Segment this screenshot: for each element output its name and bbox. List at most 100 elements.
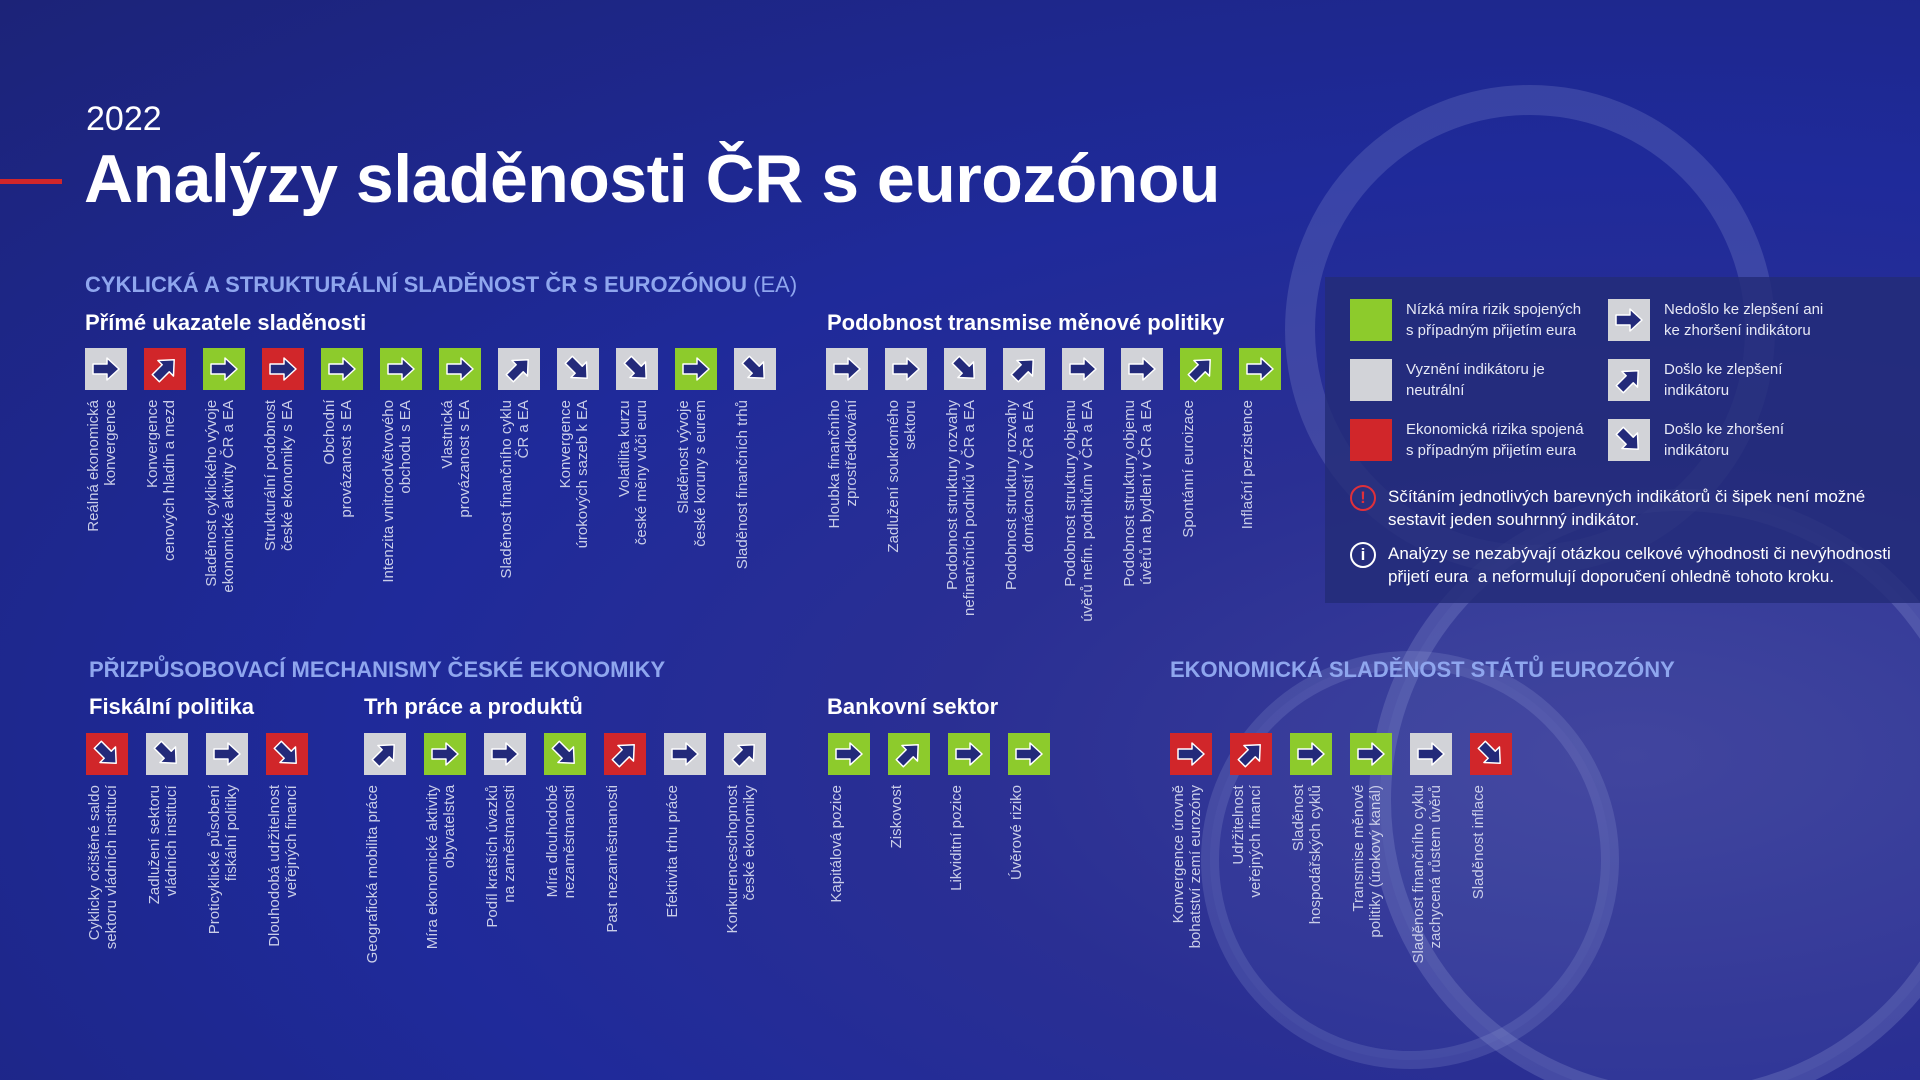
arrow-right-icon bbox=[892, 357, 920, 381]
arrow-right-icon bbox=[446, 357, 474, 381]
indicator-label: Proticyklické působení fiskální politiky bbox=[206, 785, 240, 935]
indicator-label: Ziskovost bbox=[888, 785, 905, 849]
indicator-item: Konvergence úrokových sazeb k EA bbox=[557, 348, 616, 588]
legend-gray: Vyznění indikátoru je neutrální bbox=[1350, 359, 1596, 401]
indicator-label: Sladěnost hospodářských cyklů bbox=[1290, 785, 1324, 925]
indicator-label: Podobnost struktury objemu úvěrů na bydl… bbox=[1121, 400, 1155, 587]
arrow-right-icon bbox=[387, 357, 415, 381]
arrow-right-icon bbox=[269, 357, 297, 381]
arrow-up-right-icon bbox=[505, 359, 529, 383]
group-title-bank: Bankovní sektor bbox=[827, 694, 999, 719]
legend-panel: Nízká míra rizik spojených s případným p… bbox=[1325, 277, 1920, 603]
section-heading-cyclical-text: CYKLICKÁ A STRUKTURÁLNÍ SLADĚNOST ČR S E… bbox=[85, 272, 748, 297]
legend-note-warning-text: Sčítáním jednotlivých barevných indikáto… bbox=[1388, 487, 1866, 529]
arrow-right-icon bbox=[1128, 357, 1156, 381]
indicator-gray-box bbox=[364, 733, 406, 775]
indicator-group-fiskal: Cyklicky očištěné saldo sektoru vládních… bbox=[86, 733, 326, 973]
indicator-label: Míra ekonomické aktivity obyvatelstva bbox=[424, 785, 458, 950]
indicator-item: Kapitálová pozice bbox=[828, 733, 888, 973]
indicator-green-box bbox=[1180, 348, 1222, 390]
indicator-gray-box bbox=[944, 348, 986, 390]
arrow-up-right-icon bbox=[1187, 359, 1211, 383]
indicator-group-transmise: Hloubka finančního zprostředkování Zadluž… bbox=[826, 348, 1298, 622]
arrow-down-right-icon bbox=[1477, 740, 1501, 764]
arrow-down-right-icon-glyph bbox=[1615, 426, 1639, 450]
indicator-item: Zadlužení soukromého sektoru bbox=[885, 348, 944, 588]
indicator-green-box bbox=[380, 348, 422, 390]
legend-green: Nízká míra rizik spojených s případným p… bbox=[1350, 299, 1596, 341]
indicator-item: Vlastnická provázanost s EA bbox=[439, 348, 498, 588]
arrow-right-icon bbox=[491, 742, 519, 766]
legend-arrow-up: Došlo ke zlepšení indikátoru bbox=[1608, 359, 1854, 401]
section-heading-ezone: EKONOMICKÁ SLADĚNOST STÁTŮ EUROZÓNY bbox=[1170, 657, 1675, 682]
indicator-label: Zadlužení sektoru vládních institucí bbox=[146, 785, 180, 905]
arrow-down-right-icon bbox=[153, 740, 177, 764]
indicator-label: Volatilita kurzu české měny vůči euru bbox=[616, 400, 650, 546]
indicator-label: Likviditní pozice bbox=[948, 785, 965, 891]
indicator-gray-box bbox=[1410, 733, 1452, 775]
indicator-item: Udržitelnost veřejných financí bbox=[1230, 733, 1290, 973]
legend-red-swatch bbox=[1350, 419, 1392, 461]
arrow-down-right-icon bbox=[1608, 419, 1650, 461]
legend-green-swatch bbox=[1350, 299, 1392, 341]
indicator-label: Inflační perzistence bbox=[1239, 400, 1256, 530]
indicator-item: Podobnost struktury objemu úvěrů na bydl… bbox=[1121, 348, 1180, 588]
indicator-label: Past nezaměstnanosti bbox=[604, 785, 621, 933]
section-heading-cyclical-suffix: (EA) bbox=[753, 272, 798, 297]
legend-arrow-right-text: Nedošlo ke zlepšení ani ke zhoršení indi… bbox=[1664, 301, 1824, 339]
indicator-green-box bbox=[424, 733, 466, 775]
legend-gray-swatch bbox=[1350, 359, 1392, 401]
indicator-green-box bbox=[888, 733, 930, 775]
indicator-green-box bbox=[439, 348, 481, 390]
indicator-label: Strukturální podobnost české ekonomiky s… bbox=[262, 400, 296, 551]
indicator-label: Dlouhodobá udržitelnost veřejných financ… bbox=[266, 785, 300, 947]
arrow-right-icon bbox=[431, 742, 459, 766]
arrow-right-icon bbox=[92, 357, 120, 381]
indicator-item: Podíl kratších úvazků na zaměstnanosti bbox=[484, 733, 544, 973]
indicator-gray-box bbox=[484, 733, 526, 775]
indicator-item: Sladěnost finančních trhů bbox=[734, 348, 793, 588]
arrow-up-right-icon bbox=[611, 744, 635, 768]
indicator-item: Cyklicky očištěné saldo sektoru vládních… bbox=[86, 733, 146, 973]
indicator-label: Sladěnost finančního cyklu zachycená růs… bbox=[1410, 785, 1444, 964]
indicator-label: Reálná ekonomická konvergence bbox=[85, 400, 119, 532]
indicator-gray-box bbox=[1062, 348, 1104, 390]
legend-gray-text: Vyznění indikátoru je neutrální bbox=[1406, 361, 1545, 399]
indicator-item: Konvergence úrovně bohatství zemí eurozó… bbox=[1170, 733, 1230, 973]
legend-arrow-down-text: Došlo ke zhoršení indikátoru bbox=[1664, 421, 1785, 459]
arrow-up-right-icon bbox=[1237, 744, 1261, 768]
indicator-item: Past nezaměstnanosti bbox=[604, 733, 664, 973]
arrow-down-right-icon bbox=[564, 355, 588, 379]
legend-arrow-up-text: Došlo ke zlepšení indikátoru bbox=[1664, 361, 1783, 399]
arrow-right-icon bbox=[1357, 742, 1385, 766]
indicator-gray-box bbox=[1003, 348, 1045, 390]
indicator-gray-box bbox=[734, 348, 776, 390]
indicator-item: Sladěnost cyklického vývoje ekonomické a… bbox=[203, 348, 262, 593]
indicator-label: Cyklicky očištěné saldo sektoru vládních… bbox=[86, 785, 120, 950]
indicator-item: Hloubka finančního zprostředkování bbox=[826, 348, 885, 588]
indicator-label: Sladěnost finančního cyklu ČR a EA bbox=[498, 400, 532, 579]
indicator-label: Obchodní provázanost s EA bbox=[321, 400, 355, 518]
indicator-item: Geografická mobilita práce bbox=[364, 733, 424, 973]
legend-green-text: Nízká míra rizik spojených s případným p… bbox=[1406, 301, 1582, 339]
indicator-item: Sladěnost vývoje české koruny s eurem bbox=[675, 348, 734, 588]
legend-note-info-text: Analýzy se nezabývají otázkou celkové vý… bbox=[1388, 544, 1891, 586]
arrow-down-right-icon bbox=[623, 355, 647, 379]
indicator-red-box bbox=[266, 733, 308, 775]
warning-icon: ! bbox=[1350, 485, 1376, 511]
indicator-red-box bbox=[262, 348, 304, 390]
indicator-label: Vlastnická provázanost s EA bbox=[439, 400, 473, 518]
arrow-right-icon-glyph bbox=[1615, 308, 1643, 332]
indicator-group-bank: Kapitálová pozice Ziskovost Likviditní poz… bbox=[828, 733, 1068, 973]
indicator-label: Zadlužení soukromého sektoru bbox=[885, 400, 919, 553]
indicator-item: Zadlužení sektoru vládních institucí bbox=[146, 733, 206, 973]
arrow-right-icon bbox=[328, 357, 356, 381]
indicator-label: Udržitelnost veřejných financí bbox=[1230, 785, 1264, 898]
indicator-label: Konvergence úrokových sazeb k EA bbox=[557, 400, 591, 549]
indicator-item: Sladěnost inflace bbox=[1470, 733, 1530, 973]
indicator-item: Reálná ekonomická konvergence bbox=[85, 348, 144, 588]
legend-note-warning: ! Sčítáním jednotlivých barevných indiká… bbox=[1350, 485, 1865, 531]
arrow-right-icon bbox=[210, 357, 238, 381]
indicator-red-box bbox=[144, 348, 186, 390]
indicator-gray-box bbox=[146, 733, 188, 775]
